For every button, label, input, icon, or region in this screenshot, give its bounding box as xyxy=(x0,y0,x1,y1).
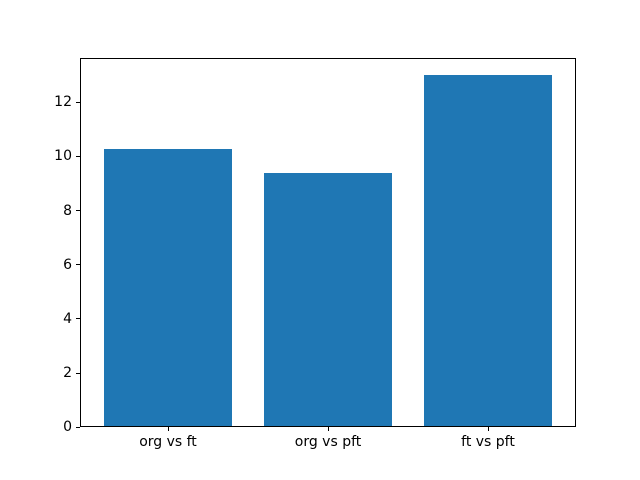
x-tick-label-org-vs-pft: org vs pft xyxy=(294,434,362,451)
x-tick-label-org-vs-ft: org vs ft xyxy=(139,434,197,451)
y-tick-mark xyxy=(76,264,80,266)
y-tick-mark xyxy=(76,318,80,320)
y-tick-mark xyxy=(76,210,80,212)
y-tick-mark xyxy=(76,155,80,157)
y-tick-label: 4 xyxy=(63,310,72,327)
y-tick-label: 6 xyxy=(63,256,72,273)
bar-ft-vs-pft xyxy=(424,75,552,428)
y-tick-label: 0 xyxy=(63,419,72,436)
y-tick-mark xyxy=(76,101,80,103)
y-tick-label: 2 xyxy=(63,365,72,382)
x-tick-mark xyxy=(167,427,169,432)
y-tick-mark xyxy=(76,372,80,374)
x-tick-mark xyxy=(327,427,329,432)
y-tick-mark xyxy=(76,426,80,428)
y-tick-label: 10 xyxy=(54,148,72,165)
x-tick-mark xyxy=(487,427,489,432)
bar-org-vs-ft xyxy=(104,149,232,428)
x-tick-label-ft-vs-pft: ft vs pft xyxy=(461,434,515,451)
y-tick-label: 8 xyxy=(63,202,72,219)
bar-org-vs-pft xyxy=(264,173,392,428)
y-tick-label: 12 xyxy=(54,94,72,111)
